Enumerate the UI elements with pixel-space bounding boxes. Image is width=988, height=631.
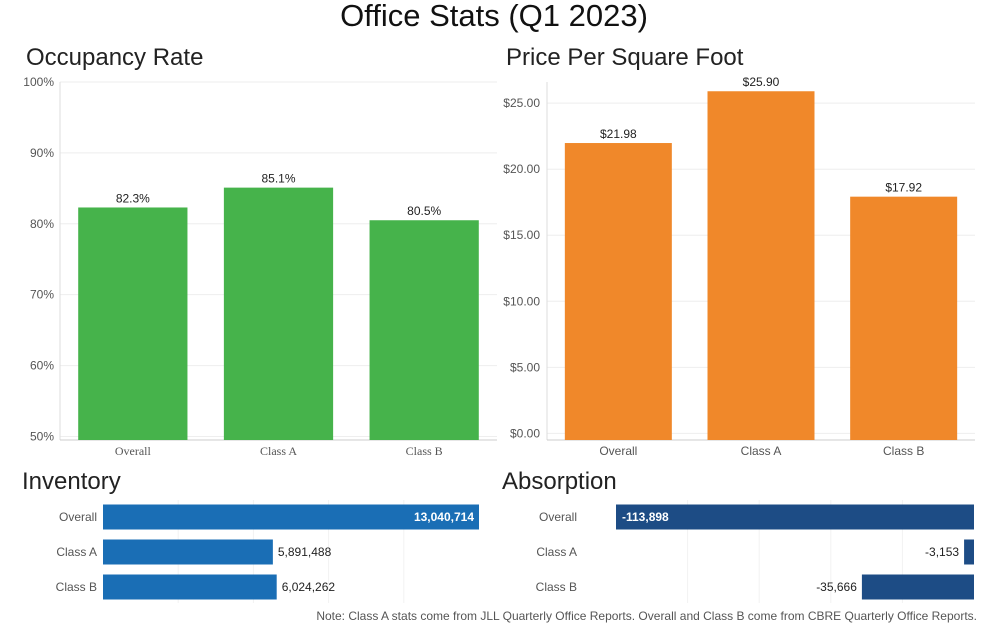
price-ytick-label: $15.00	[503, 228, 540, 242]
occupancy-data-label: 82.3%	[116, 191, 150, 205]
absorption-bar	[861, 574, 974, 600]
price-bar	[564, 143, 672, 440]
inventory-bar	[103, 504, 479, 530]
occupancy-data-label: 85.1%	[261, 172, 295, 186]
occupancy-ytick-label: 90%	[30, 146, 54, 160]
price-data-label: $21.98	[600, 127, 637, 141]
price-ytick-label: $25.00	[503, 96, 540, 110]
occupancy-category-label: Class B	[406, 444, 443, 458]
occupancy-ytick-label: 60%	[30, 359, 54, 373]
price-data-label: $25.90	[743, 75, 780, 89]
absorption-category-label: Class B	[536, 580, 577, 594]
price-data-label: $17.92	[885, 181, 922, 195]
price-ytick-label: $0.00	[510, 426, 540, 440]
absorption-chart-title: Absorption	[502, 468, 617, 495]
absorption-data-label: -35,666	[816, 580, 857, 594]
price-ytick-label: $5.00	[510, 360, 540, 374]
source-note: Note: Class A stats come from JLL Quarte…	[316, 609, 977, 623]
inventory-category-label: Class B	[56, 580, 97, 594]
occupancy-ytick-label: 70%	[30, 288, 54, 302]
inventory-data-label: 13,040,714	[414, 510, 474, 524]
absorption-bar	[964, 539, 974, 565]
absorption-category-label: Overall	[539, 510, 577, 524]
occupancy-data-label: 80.5%	[407, 204, 441, 218]
price-category-label: Overall	[599, 444, 637, 458]
inventory-data-label: 5,891,488	[278, 545, 332, 559]
occupancy-ytick-label: 100%	[23, 75, 54, 89]
page-title: Office Stats (Q1 2023)	[340, 0, 648, 33]
occupancy-category-label: Overall	[115, 444, 152, 458]
inventory-bar	[103, 574, 277, 600]
price-bar	[850, 196, 958, 440]
inventory-category-label: Class A	[56, 545, 97, 559]
price-ytick-label: $10.00	[503, 294, 540, 308]
occupancy-chart-title: Occupancy Rate	[26, 44, 204, 71]
occupancy-ytick-label: 50%	[30, 429, 54, 443]
occupancy-bar	[78, 207, 188, 440]
inventory-bar	[103, 539, 273, 565]
absorption-category-label: Class A	[536, 545, 577, 559]
price-bar	[707, 91, 815, 441]
price-ytick-label: $20.00	[503, 162, 540, 176]
occupancy-ytick-label: 80%	[30, 217, 54, 231]
inventory-category-label: Overall	[59, 510, 97, 524]
absorption-data-label: -113,898	[622, 510, 669, 524]
occupancy-bar	[369, 220, 479, 440]
occupancy-bar	[223, 187, 334, 440]
occupancy-category-label: Class A	[260, 444, 297, 458]
price-chart-title: Price Per Square Foot	[506, 44, 744, 71]
absorption-data-label: -3,153	[925, 545, 959, 559]
absorption-bar	[616, 504, 974, 530]
price-category-label: Class B	[883, 444, 924, 458]
inventory-chart-title: Inventory	[22, 468, 121, 495]
inventory-data-label: 6,024,262	[282, 580, 336, 594]
price-category-label: Class A	[741, 444, 782, 458]
